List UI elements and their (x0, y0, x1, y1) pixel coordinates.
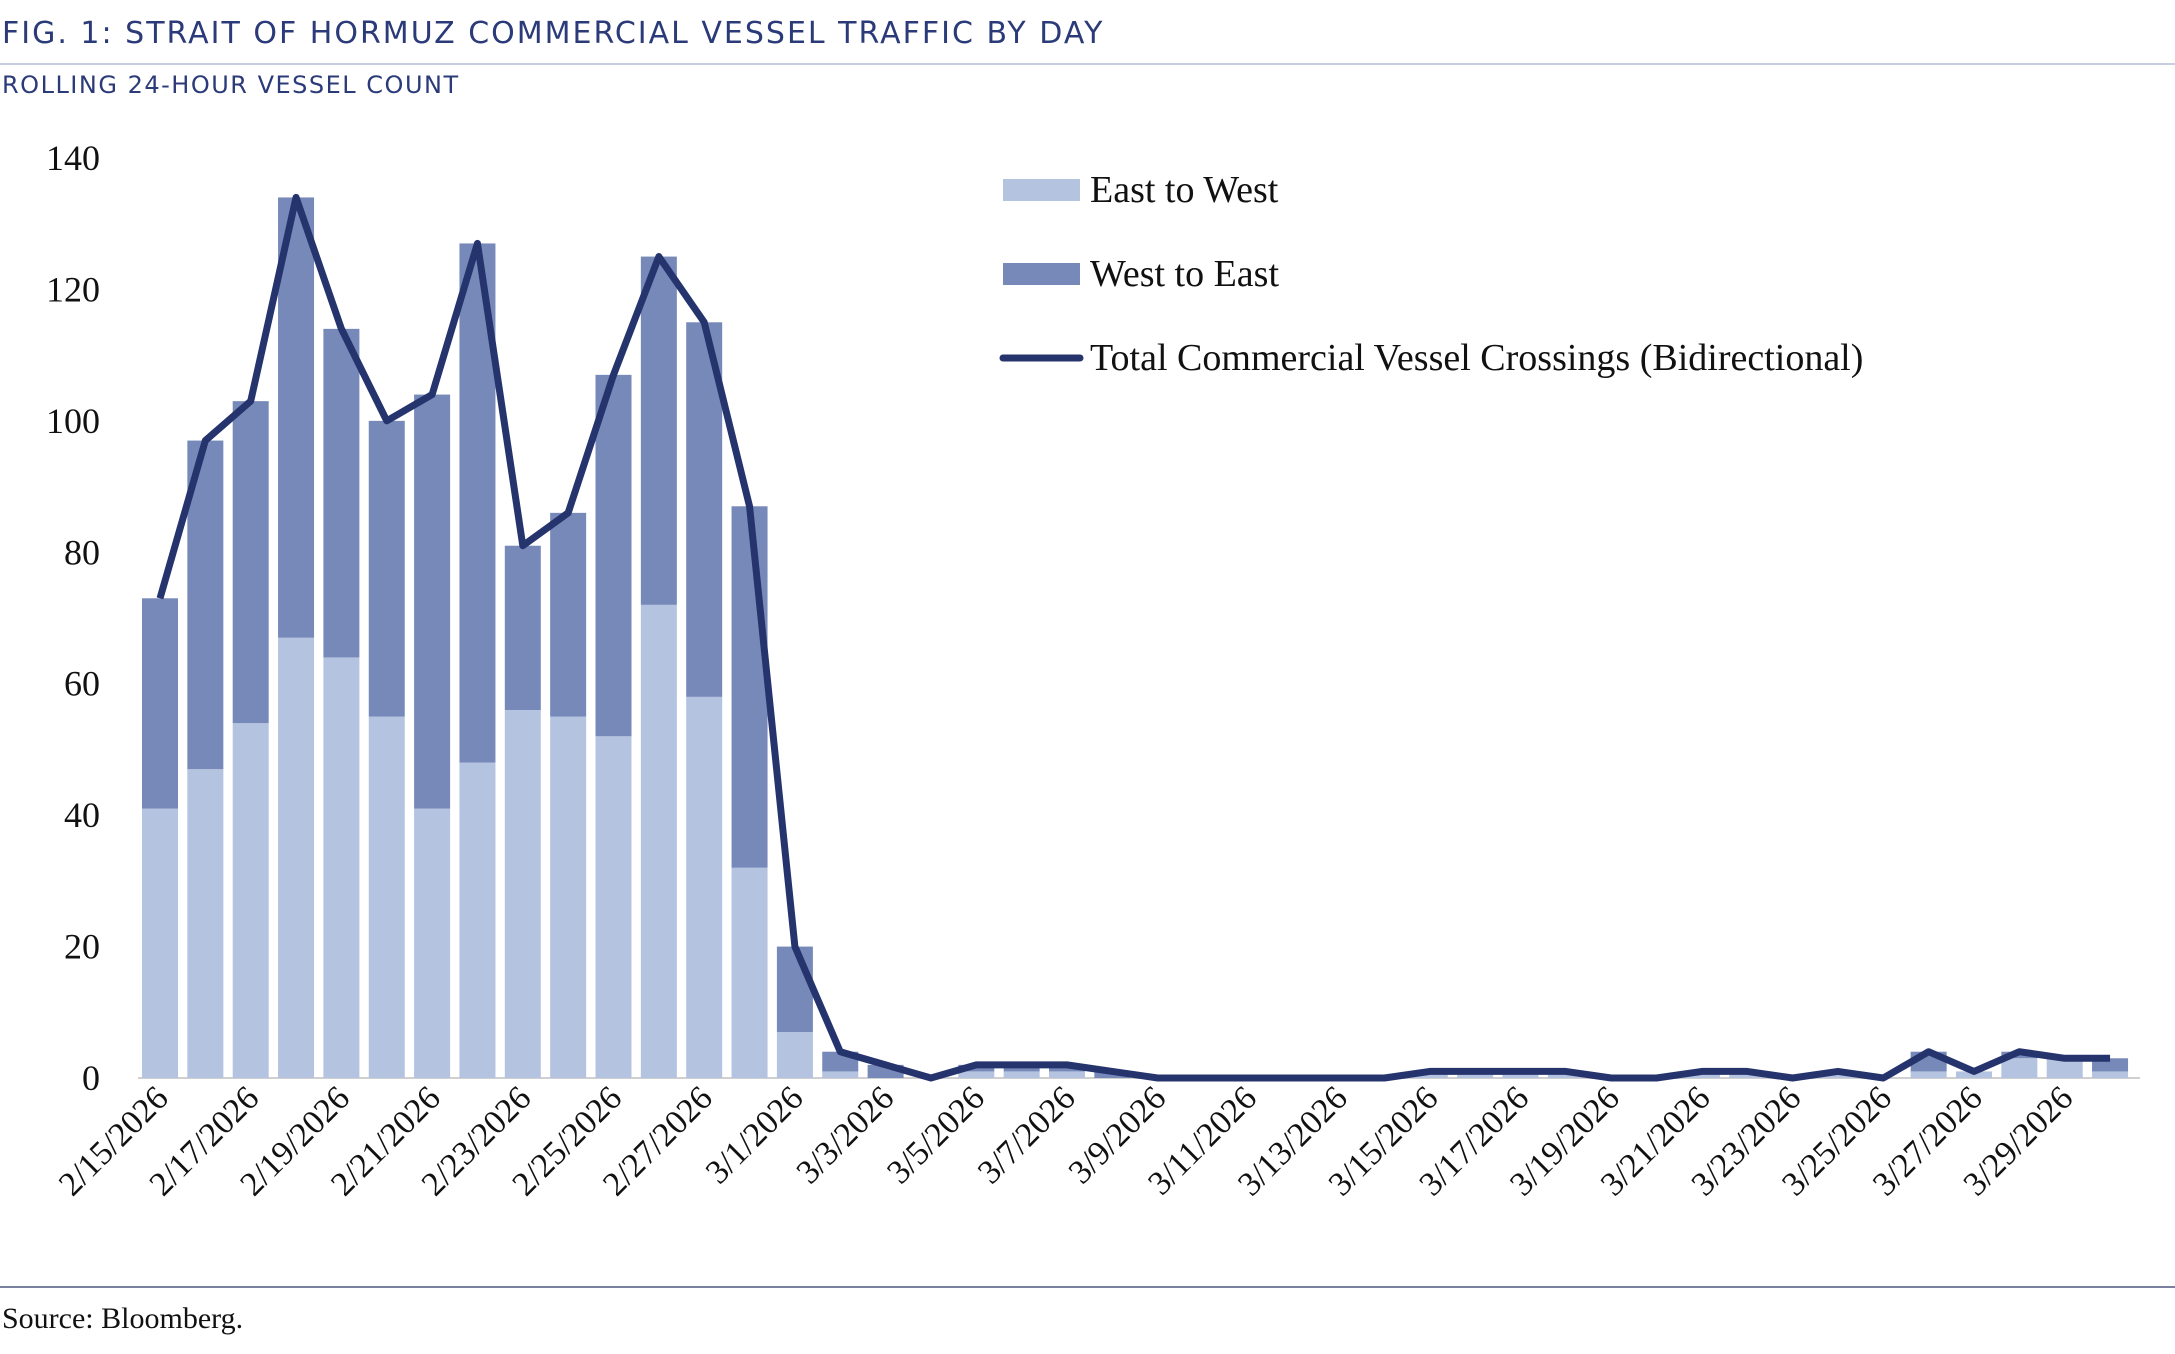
bar-segment (2046, 1058, 2083, 1078)
y-tick-label: 100 (46, 401, 100, 441)
bar-segment (595, 736, 632, 1078)
bar-segment (640, 256, 677, 605)
bar-segment (776, 946, 813, 1032)
bar-segment (142, 598, 178, 809)
bar-segment (368, 420, 405, 717)
source-note: Source: Bloomberg. (2, 1302, 243, 1335)
bar-segment (232, 723, 269, 1078)
bar-segment (368, 716, 405, 1078)
legend-label: East to West (1090, 169, 1279, 211)
y-tick-label: 20 (64, 927, 100, 967)
chart-subtitle: ROLLING 24-HOUR VESSEL COUNT (2, 71, 460, 99)
bar-segment (958, 1071, 995, 1078)
bar-segment (2092, 1071, 2129, 1078)
bar-segment (1049, 1071, 1085, 1078)
bar-segment (323, 657, 360, 1078)
bar-segment (2001, 1058, 2038, 1078)
y-tick-label: 40 (64, 795, 100, 835)
x-tick-label: 3/1/2026 (699, 1079, 811, 1191)
bar-segment (550, 512, 587, 717)
bar-segment (595, 374, 632, 737)
chart-title: FIG. 1: STRAIT OF HORMUZ COMMERCIAL VESS… (2, 16, 1104, 51)
bar-segment (278, 637, 315, 1078)
y-tick-label: 120 (46, 269, 100, 309)
bar-segment (459, 762, 496, 1078)
bar-segment (187, 769, 224, 1078)
y-tick-label: 140 (46, 138, 100, 178)
bar-segment (414, 808, 451, 1078)
legend-swatch (1003, 179, 1080, 201)
bar-segment (1003, 1071, 1040, 1078)
bar-segment (142, 808, 178, 1078)
bar-segment (731, 506, 768, 868)
y-tick-label: 80 (64, 532, 100, 572)
bar-segment (822, 1071, 859, 1078)
legend-label: West to East (1090, 253, 1279, 295)
total-line (156, 193, 2111, 1082)
x-tick-label: 3/7/2026 (971, 1079, 1083, 1191)
bar-segment (414, 394, 451, 809)
legend-swatch (1003, 263, 1080, 285)
bar-segment (278, 197, 315, 638)
bar-segment (232, 401, 269, 724)
x-tick-label: 3/3/2026 (790, 1079, 902, 1191)
bar-segment (504, 710, 541, 1078)
bar-segment (640, 604, 677, 1078)
bar-segment (504, 545, 541, 710)
bar-segment (187, 440, 224, 770)
bar-segment (776, 1032, 813, 1078)
x-tick-label: 3/5/2026 (880, 1079, 992, 1191)
bar-segment (1910, 1071, 1947, 1078)
y-tick-label: 0 (82, 1058, 100, 1098)
bar-segment (550, 716, 587, 1078)
y-tick-label: 60 (64, 664, 100, 704)
bar-segment (731, 867, 768, 1078)
bar-segment (686, 696, 723, 1078)
bar-segment (323, 328, 360, 658)
legend-label: Total Commercial Vessel Crossings (Bidir… (1090, 337, 1863, 379)
